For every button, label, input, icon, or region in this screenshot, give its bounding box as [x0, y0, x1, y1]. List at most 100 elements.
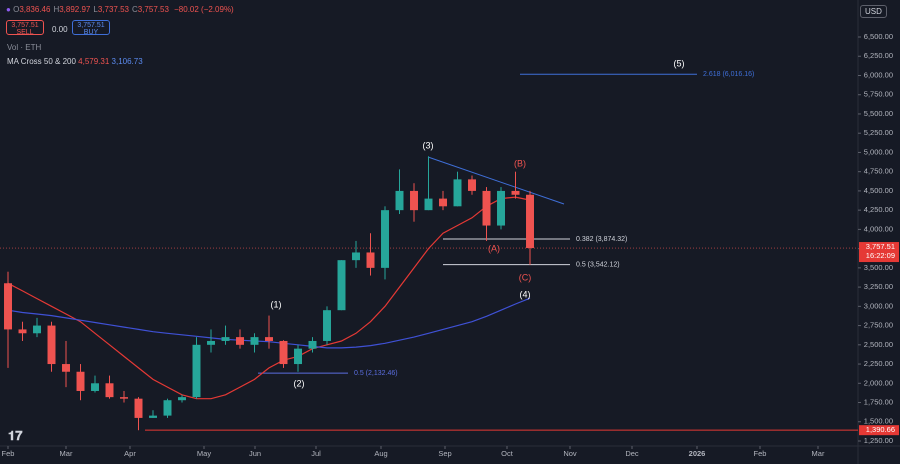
- candle-body: [526, 194, 534, 249]
- candle-body: [366, 252, 375, 268]
- candle-body: [149, 415, 157, 418]
- candle-body: [76, 371, 85, 391]
- candle-body: [62, 364, 70, 372]
- y-tick-label: 6,500.00: [864, 32, 893, 41]
- logo: 𝟏𝟕: [8, 428, 23, 443]
- wave-label: (2): [294, 378, 305, 388]
- candle-body: [207, 340, 215, 345]
- indicator-slow: 3,106.73: [111, 57, 143, 66]
- low-label: 1,390.66: [866, 425, 895, 434]
- y-tick-label: 6,250.00: [864, 51, 893, 60]
- candle-body: [294, 348, 302, 365]
- y-tick-label: 3,000.00: [864, 301, 893, 310]
- candle-body: [482, 190, 491, 226]
- level-label: 0.5 (3,542.12): [576, 261, 620, 268]
- wave-label: (A): [488, 243, 500, 253]
- candle-body: [468, 179, 476, 191]
- candle-body: [279, 340, 288, 365]
- candle-body: [192, 344, 201, 398]
- wave-label: (1): [271, 299, 282, 309]
- currency[interactable]: USD: [860, 5, 887, 18]
- candle-body: [410, 190, 418, 211]
- indicator-fast: 4,579.31: [78, 57, 110, 66]
- candle-body: [439, 198, 447, 207]
- low-label-box: [859, 425, 899, 436]
- sell-button[interactable]: 3,757.51 SELL: [6, 20, 44, 36]
- wave-label: (C): [519, 272, 532, 282]
- indicator-name: MA Cross 50 & 200: [7, 57, 76, 66]
- x-tick-label: Jul: [311, 449, 321, 458]
- y-tick-label: 1,500.00: [864, 417, 893, 426]
- wave-label: (B): [514, 158, 526, 168]
- candle-body: [18, 329, 27, 334]
- candle-body: [178, 397, 186, 401]
- trend-line: [427, 156, 565, 205]
- candle-body: [163, 400, 172, 416]
- ohlc-value: 3,892.97: [59, 5, 91, 14]
- y-tick-label: 3,250.00: [864, 282, 893, 291]
- candle-body: [47, 325, 56, 365]
- y-tick-label: 4,000.00: [864, 224, 893, 233]
- ohlc-key: C: [131, 5, 138, 14]
- candle-body: [105, 383, 114, 398]
- buy-label: BUY: [83, 29, 99, 36]
- y-tick-label: 2,000.00: [864, 378, 893, 387]
- x-tick-label: Oct: [501, 449, 514, 458]
- candle-body: [337, 260, 346, 311]
- level-label: 2.618 (6,016.16): [703, 71, 754, 78]
- wave-label: (4): [520, 289, 531, 299]
- ohlc-key: L: [93, 5, 98, 14]
- y-tick-label: 5,500.00: [864, 109, 893, 118]
- y-tick-label: 4,250.00: [864, 205, 893, 214]
- candle-body: [511, 190, 520, 195]
- price-label-box: [859, 242, 899, 263]
- candle-body: [4, 283, 12, 330]
- volume-label: Vol · ETH: [7, 43, 42, 52]
- candle-body: [381, 210, 389, 268]
- change: −80.02 (−2.09%): [174, 5, 234, 14]
- candle-body: [453, 179, 462, 207]
- y-tick-label: 2,500.00: [864, 340, 893, 349]
- level-label: 0.382 (3,874.32): [576, 236, 627, 243]
- x-tick-label: Sep: [438, 449, 451, 458]
- candle-body: [91, 383, 99, 391]
- y-tick-label: 4,500.00: [864, 186, 893, 195]
- candle-body: [265, 337, 273, 341]
- x-tick-label: Jun: [249, 449, 261, 458]
- x-tick-label: Aug: [374, 449, 387, 458]
- x-tick-label: Apr: [124, 449, 136, 458]
- ma-line: [7, 196, 531, 400]
- candle-body: [236, 337, 244, 345]
- candle-body: [395, 190, 404, 211]
- candle-body: [308, 340, 317, 349]
- x-tick-label: Feb: [2, 449, 15, 458]
- x-tick-label: May: [197, 449, 211, 458]
- candle-body: [134, 398, 143, 418]
- x-tick-label: Nov: [563, 449, 577, 458]
- wave-label: (3): [423, 140, 434, 150]
- candle-body: [120, 397, 128, 399]
- candle-body: [352, 252, 360, 261]
- ohlc-legend: ● O3,836.46 H3,892.97 L3,737.53 C3,757.53 −…: [6, 5, 234, 14]
- y-tick-label: 5,250.00: [864, 128, 893, 137]
- x-tick-label: Feb: [754, 449, 767, 458]
- countdown: 16:22:09: [866, 251, 895, 260]
- candle-body: [497, 190, 505, 226]
- x-tick-label: Dec: [625, 449, 639, 458]
- price-label: 3,757.51: [866, 242, 895, 251]
- x-tick-label: Mar: [812, 449, 825, 458]
- y-tick-label: 1,750.00: [864, 398, 893, 407]
- y-tick-label: 5,750.00: [864, 90, 893, 99]
- y-tick-label: 6,000.00: [864, 70, 893, 79]
- y-tick-label: 2,250.00: [864, 359, 893, 368]
- candle-body: [221, 337, 230, 341]
- buy-button[interactable]: 3,757.51 BUY: [72, 20, 110, 36]
- level-label: 0.5 (2,132.46): [354, 370, 398, 377]
- ohlc-key: H: [53, 5, 60, 14]
- candle-body: [323, 310, 331, 341]
- ohlc-key: O: [13, 5, 20, 14]
- buy-price: 3,757.51: [77, 22, 105, 29]
- y-tick-label: 1,250.00: [864, 436, 893, 445]
- candle-body: [250, 337, 259, 345]
